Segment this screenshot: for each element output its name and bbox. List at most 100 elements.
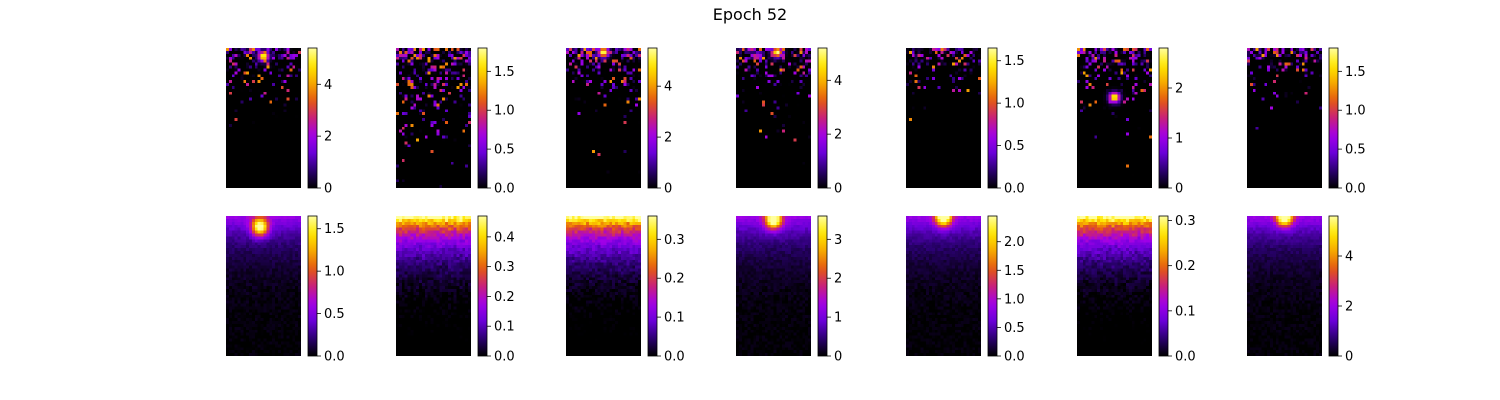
heatmap-panel-bottom-7: 0 2 4 <box>1247 215 1407 365</box>
colorbar-gradient <box>1158 215 1169 357</box>
colorbar-tick-label: 0.3 <box>494 260 515 275</box>
colorbar-gradient <box>817 47 828 189</box>
colorbar-tick-label: 0.4 <box>494 230 515 245</box>
colorbar-tick-label: 0.5 <box>1004 139 1025 154</box>
colorbar-tick-label: 0.1 <box>494 320 515 335</box>
heatmap-panel-top-6: 0 1 2 <box>1077 47 1237 197</box>
colorbar-tick-label: 0.5 <box>494 143 515 158</box>
heatmap-panel-top-7: 0.0 0.5 1.0 1.5 <box>1247 47 1407 197</box>
colorbar: 0 1 2 3 <box>817 215 842 365</box>
colorbar-tick-label: 2.0 <box>1004 235 1025 250</box>
colorbar-tick-label: 2 <box>834 128 842 143</box>
colorbar-tick-label: 1.0 <box>1345 104 1366 119</box>
colorbar-tick-label: 0.2 <box>1175 259 1196 274</box>
heatmap-image <box>1077 216 1152 356</box>
colorbar-tick-label: 0.1 <box>664 311 685 326</box>
colorbar-gradient <box>1328 215 1339 357</box>
colorbar: 0 1 2 <box>1158 47 1183 197</box>
colorbar-tick-label: 1.5 <box>494 65 515 80</box>
colorbar-tick-label: 0.0 <box>1004 350 1025 365</box>
heatmap-image <box>226 216 301 356</box>
heatmap-image <box>396 48 471 188</box>
colorbar: 0 2 4 <box>647 47 672 197</box>
colorbar: 0.0 0.1 0.2 0.3 <box>1158 214 1196 365</box>
colorbar-tick-label: 1.0 <box>324 265 345 280</box>
heatmap-panel-top-4: 0 2 4 <box>736 47 896 197</box>
colorbar-gradient <box>307 215 318 357</box>
colorbar: 0 2 4 <box>1328 215 1353 365</box>
colorbar-tick-label: 2 <box>834 272 842 287</box>
heatmap-panel-bottom-3: 0.0 0.1 0.2 0.3 <box>566 215 726 365</box>
heatmap-panel-bottom-5: 0.0 0.5 1.0 1.5 2.0 <box>906 215 1066 365</box>
colorbar: 0.0 0.5 1.0 1.5 2.0 <box>987 215 1025 365</box>
colorbar: 0.0 0.1 0.2 0.3 0.4 <box>477 215 515 365</box>
colorbar-tick-label: 0 <box>1345 350 1353 365</box>
colorbar-tick-label: 0.0 <box>494 350 515 365</box>
colorbar-tick-label: 1.0 <box>1004 97 1025 112</box>
colorbar-tick-label: 4 <box>834 74 842 89</box>
colorbar: 0.0 0.5 1.0 1.5 <box>987 47 1025 197</box>
colorbar-tick-label: 0 <box>1175 182 1183 197</box>
figure-title: Epoch 52 <box>712 5 788 24</box>
colorbar-tick-label: 2 <box>664 131 672 146</box>
heatmap-image <box>736 216 811 356</box>
heatmap-panel-top-2: 0.0 0.5 1.0 1.5 <box>396 47 556 197</box>
colorbar-gradient <box>1328 47 1339 189</box>
colorbar: 0.0 0.5 1.0 1.5 <box>1328 47 1366 197</box>
colorbar-tick-label: 4 <box>324 78 332 93</box>
colorbar-tick-label: 1.0 <box>1004 292 1025 307</box>
colorbar-gradient <box>647 47 658 189</box>
colorbar-tick-label: 2 <box>324 130 332 145</box>
colorbar-tick-label: 0.0 <box>324 350 345 365</box>
colorbar-tick-label: 0.3 <box>1175 214 1196 229</box>
colorbar-tick-label: 4 <box>1345 250 1353 265</box>
heatmap-panel-bottom-6: 0.0 0.1 0.2 0.3 <box>1077 214 1237 365</box>
colorbar-tick-label: 1.5 <box>1345 65 1366 80</box>
colorbar-tick-label: 0.0 <box>1175 350 1196 365</box>
colorbar: 0.0 0.5 1.0 1.5 <box>307 215 345 365</box>
heatmap-image <box>906 216 981 356</box>
colorbar-tick-label: 0.2 <box>664 272 685 287</box>
colorbar-tick-label: 0 <box>324 182 332 197</box>
colorbar-gradient <box>647 215 658 357</box>
colorbar-tick-label: 1.5 <box>1004 54 1025 69</box>
heatmap-image <box>226 48 301 188</box>
colorbar-tick-label: 0.5 <box>1345 143 1366 158</box>
colorbar-tick-label: 1.5 <box>1004 264 1025 279</box>
colorbar-tick-label: 0.0 <box>494 182 515 197</box>
colorbar-tick-label: 1.5 <box>324 222 345 237</box>
colorbar-tick-label: 1.0 <box>494 104 515 119</box>
colorbar-tick-label: 0.5 <box>1004 321 1025 336</box>
colorbar-gradient <box>477 215 488 357</box>
heatmap-image <box>736 48 811 188</box>
heatmap-image <box>906 48 981 188</box>
colorbar-gradient <box>1158 47 1169 189</box>
heatmap-panel-bottom-4: 0 1 2 3 <box>736 215 896 365</box>
colorbar-tick-label: 3 <box>834 233 842 248</box>
colorbar: 0.0 0.1 0.2 0.3 <box>647 215 685 365</box>
colorbar-tick-label: 4 <box>664 80 672 95</box>
heatmap-image <box>396 216 471 356</box>
colorbar-tick-label: 0 <box>664 182 672 197</box>
heatmap-panel-bottom-1: 0.0 0.5 1.0 1.5 <box>226 215 386 365</box>
heatmap-panel-top-5: 0.0 0.5 1.0 1.5 <box>906 47 1066 197</box>
colorbar: 0 2 4 <box>307 47 332 197</box>
colorbar-tick-label: 0.3 <box>664 233 685 248</box>
colorbar-tick-label: 0 <box>834 350 842 365</box>
colorbar: 0 2 4 <box>817 47 842 197</box>
colorbar-tick-label: 2 <box>1175 82 1183 97</box>
heatmap-panel-bottom-2: 0.0 0.1 0.2 0.3 0.4 <box>396 215 556 365</box>
heatmap-image <box>566 216 641 356</box>
colorbar-tick-label: 0.1 <box>1175 304 1196 319</box>
heatmap-panel-top-3: 0 2 4 <box>566 47 726 197</box>
heatmap-panel-top-1: 0 2 4 <box>226 47 386 197</box>
colorbar-tick-label: 0.0 <box>664 350 685 365</box>
heatmap-image <box>1077 48 1152 188</box>
colorbar-gradient <box>817 215 828 357</box>
heatmap-image <box>1247 216 1322 356</box>
colorbar-tick-label: 2 <box>1345 300 1353 315</box>
colorbar-tick-label: 1 <box>1175 132 1183 147</box>
colorbar-tick-label: 0.0 <box>1345 182 1366 197</box>
colorbar-gradient <box>477 47 488 189</box>
